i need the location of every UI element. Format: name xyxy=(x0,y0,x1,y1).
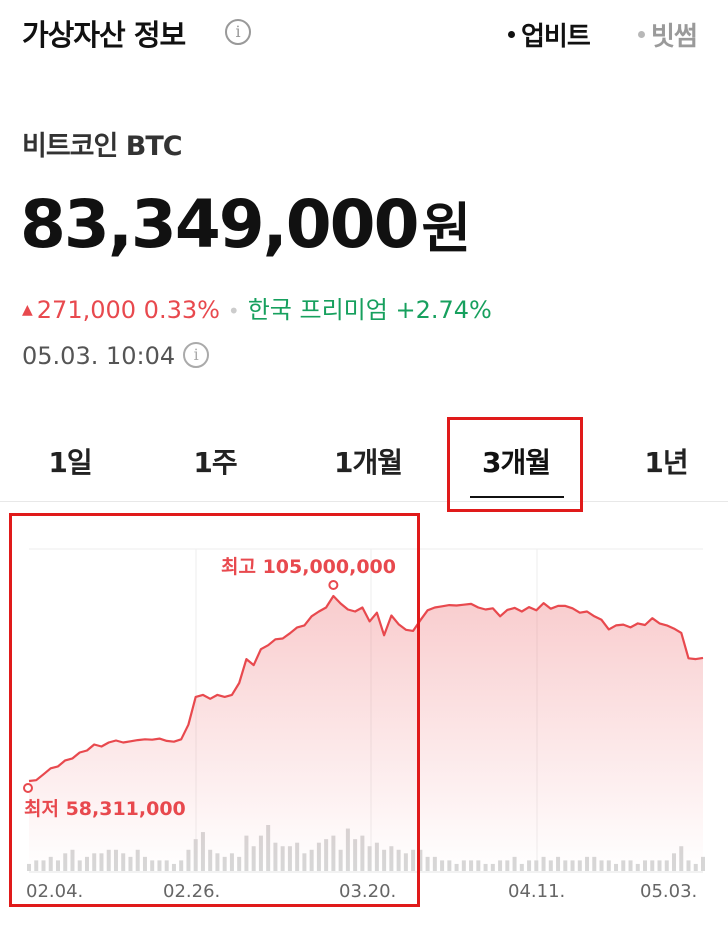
timestamp-row: 05.03. 10:04 i xyxy=(22,342,210,370)
timestamp: 05.03. 10:04 xyxy=(22,342,176,370)
separator-dot: • xyxy=(227,299,240,323)
price-area xyxy=(29,596,703,871)
max-label: 최고 105,000,000 xyxy=(221,556,396,578)
price-value: 83,349,000 xyxy=(20,186,420,263)
info-icon[interactable]: i xyxy=(225,19,251,45)
highlight-box-chart xyxy=(9,513,420,907)
price-unit: 원 xyxy=(421,197,472,260)
current-price: 83,349,000원 xyxy=(20,184,472,263)
x-tick-label: 04.11. xyxy=(508,881,565,902)
up-triangle-icon: ▲ xyxy=(22,302,33,318)
active-dot-icon xyxy=(508,31,515,38)
x-tick-label: 05.03. xyxy=(640,881,697,902)
divider xyxy=(0,501,728,502)
tab-1-week[interactable]: 1주 xyxy=(193,446,237,479)
inactive-dot-icon xyxy=(638,31,645,38)
change-rate: 0.33% xyxy=(143,296,220,324)
x-tick-label: 02.04. xyxy=(26,881,83,902)
tab-1-year[interactable]: 1년 xyxy=(644,446,688,479)
change-row: ▲ 271,000 0.33% • 한국 프리미엄 +2.74% xyxy=(22,290,492,325)
premium-label: 한국 프리미엄 xyxy=(247,296,388,324)
highlight-box-tab xyxy=(447,417,583,512)
x-tick-label: 02.26. xyxy=(163,881,220,902)
coin-name: 비트코인 BTC xyxy=(22,124,183,163)
min-marker xyxy=(23,783,33,793)
exchange-tab-upbit[interactable]: 업비트 xyxy=(508,16,591,53)
x-tick-label: 03.20. xyxy=(339,881,396,902)
price-line xyxy=(28,594,704,783)
exchange-label: 업비트 xyxy=(521,22,591,52)
exchange-label: 빗썸 xyxy=(651,22,698,52)
selected-tab-indicator xyxy=(470,496,564,498)
tab-3-months[interactable]: 3개월 xyxy=(481,446,551,479)
coin-ticker: BTC xyxy=(125,131,183,162)
max-marker xyxy=(328,580,339,590)
coin-name-text: 비트코인 xyxy=(22,131,118,162)
change-amount: 271,000 xyxy=(36,296,137,324)
page-title: 가상자산 정보 xyxy=(22,18,186,52)
tab-1-month[interactable]: 1개월 xyxy=(333,446,403,479)
tab-1-day[interactable]: 1일 xyxy=(48,446,92,479)
premium-value: +2.74% xyxy=(395,296,492,324)
min-label: 최저 58,311,000 xyxy=(24,798,186,820)
exchange-tab-bithumb[interactable]: 빗썸 xyxy=(638,16,698,53)
info-icon[interactable]: i xyxy=(183,342,210,368)
